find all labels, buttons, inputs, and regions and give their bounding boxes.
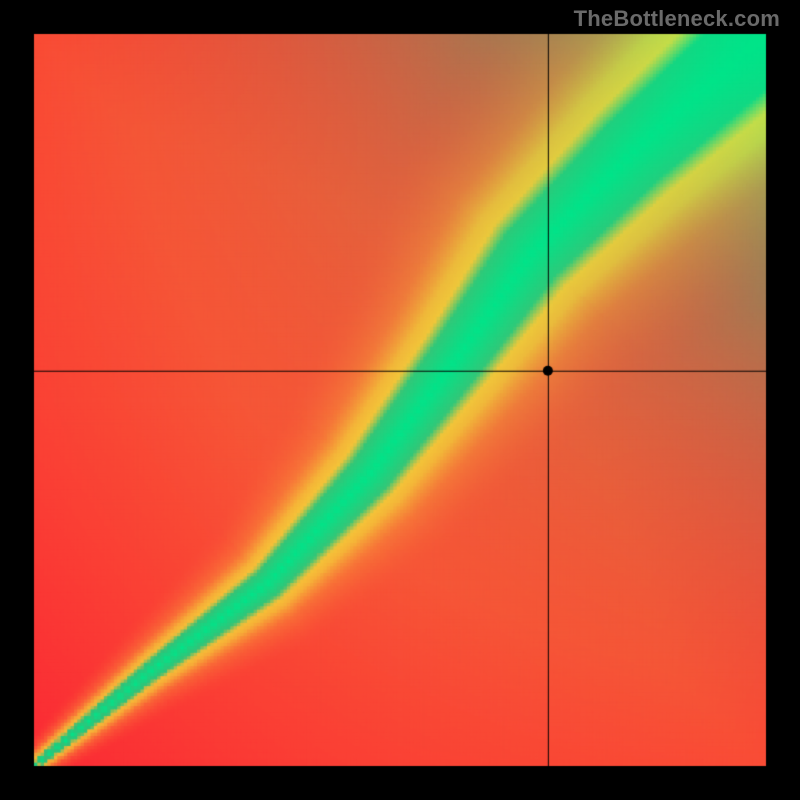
- watermark-text: TheBottleneck.com: [574, 6, 780, 32]
- bottleneck-heatmap: [0, 0, 800, 800]
- chart-container: TheBottleneck.com: [0, 0, 800, 800]
